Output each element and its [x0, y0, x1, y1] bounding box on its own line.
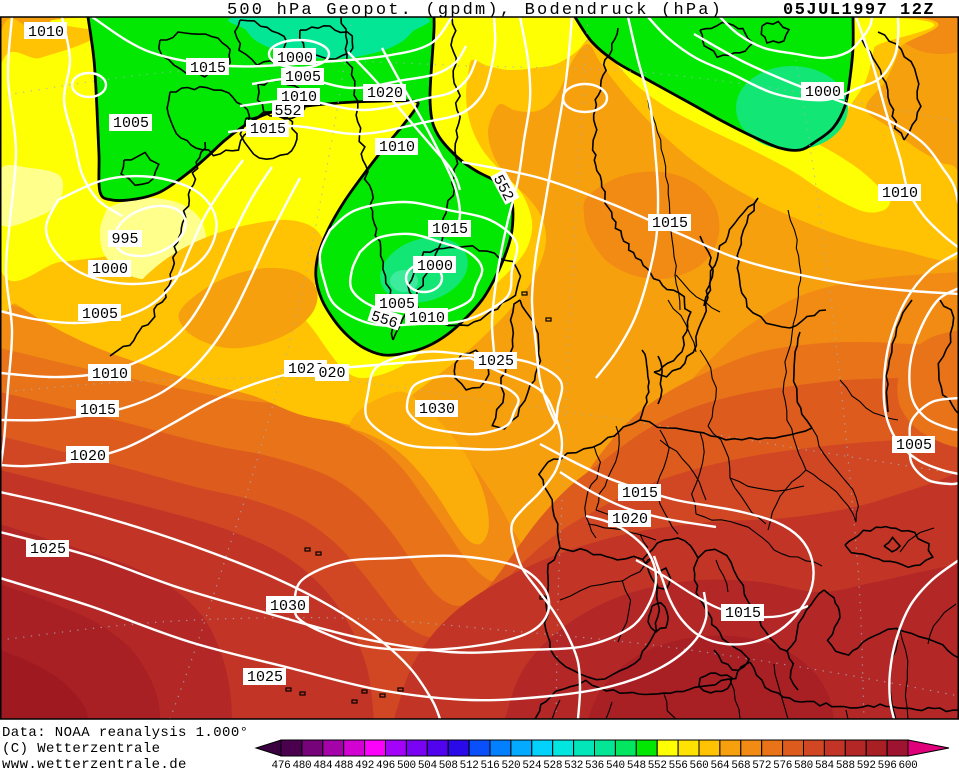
svg-text:512: 512 [460, 760, 479, 770]
svg-text:524: 524 [522, 760, 542, 770]
svg-text:540: 540 [606, 760, 625, 770]
svg-text:564: 564 [710, 760, 730, 770]
svg-text:1005: 1005 [285, 69, 321, 86]
svg-text:476: 476 [272, 760, 291, 770]
svg-text:1010: 1010 [92, 366, 128, 383]
svg-text:1020: 1020 [367, 85, 403, 102]
svg-text:576: 576 [773, 760, 792, 770]
svg-text:1030: 1030 [419, 401, 455, 418]
svg-text:592: 592 [857, 760, 876, 770]
svg-text:560: 560 [690, 760, 709, 770]
svg-text:484: 484 [313, 760, 333, 770]
svg-text:1025: 1025 [247, 669, 283, 686]
svg-text:528: 528 [543, 760, 562, 770]
svg-text:1020: 1020 [612, 511, 648, 528]
svg-text:995: 995 [111, 231, 138, 248]
svg-text:552: 552 [648, 760, 667, 770]
svg-text:556: 556 [669, 760, 688, 770]
svg-text:1010: 1010 [882, 185, 918, 202]
svg-text:480: 480 [292, 760, 311, 770]
svg-text:600: 600 [899, 760, 918, 770]
svg-text:1000: 1000 [277, 50, 313, 67]
svg-text:1010: 1010 [409, 310, 445, 327]
svg-text:1015: 1015 [432, 221, 468, 238]
svg-text:1015: 1015 [80, 402, 116, 419]
svg-text:1005: 1005 [896, 437, 932, 454]
svg-text:588: 588 [836, 760, 855, 770]
svg-text:www.wetterzentrale.de: www.wetterzentrale.de [2, 757, 187, 770]
svg-text:1000: 1000 [92, 261, 128, 278]
svg-text:1010: 1010 [28, 24, 64, 41]
svg-text:500: 500 [397, 760, 416, 770]
svg-text:1015: 1015 [250, 121, 286, 138]
svg-text:1030: 1030 [270, 598, 306, 615]
svg-text:1005: 1005 [113, 115, 149, 132]
svg-text:1005: 1005 [82, 306, 118, 323]
svg-text:1025: 1025 [30, 541, 66, 558]
svg-text:496: 496 [376, 760, 395, 770]
svg-text:508: 508 [439, 760, 458, 770]
svg-text:548: 548 [627, 760, 646, 770]
svg-text:572: 572 [752, 760, 771, 770]
svg-text:1000: 1000 [805, 84, 841, 101]
svg-text:596: 596 [878, 760, 897, 770]
svg-text:1010: 1010 [379, 139, 415, 156]
svg-text:1015: 1015 [652, 215, 688, 232]
svg-text:520: 520 [501, 760, 520, 770]
svg-text:Data: NOAA reanalysis 1.000°: Data: NOAA reanalysis 1.000° [2, 725, 248, 741]
svg-text:1025: 1025 [478, 353, 514, 370]
svg-text:488: 488 [334, 760, 353, 770]
svg-text:05JUL1997 12Z: 05JUL1997 12Z [783, 1, 935, 20]
svg-text:(C) Wetterzentrale: (C) Wetterzentrale [2, 741, 160, 757]
svg-text:584: 584 [815, 760, 835, 770]
svg-text:504: 504 [418, 760, 438, 770]
svg-text:532: 532 [564, 760, 583, 770]
svg-text:1015: 1015 [622, 485, 658, 502]
svg-text:552: 552 [274, 103, 301, 120]
svg-text:492: 492 [355, 760, 374, 770]
svg-text:1015: 1015 [190, 60, 226, 77]
svg-text:1015: 1015 [725, 605, 761, 622]
svg-text:1000: 1000 [417, 258, 453, 275]
svg-text:500 hPa Geopot. (gpdm), Bodend: 500 hPa Geopot. (gpdm), Bodendruck (hPa) [227, 1, 723, 20]
svg-text:020: 020 [318, 365, 345, 382]
svg-text:580: 580 [794, 760, 813, 770]
svg-text:1020: 1020 [70, 448, 106, 465]
svg-text:568: 568 [731, 760, 750, 770]
svg-text:516: 516 [481, 760, 500, 770]
svg-text:536: 536 [585, 760, 604, 770]
